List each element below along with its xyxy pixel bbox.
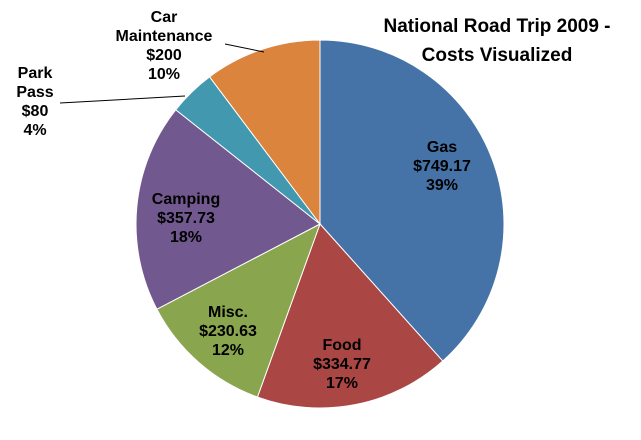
slice-label-1: Food $334.77 17% bbox=[313, 337, 371, 392]
slice-label-0: Gas $749.17 39% bbox=[413, 139, 471, 194]
slice-label-2: Misc. $230.63 12% bbox=[199, 304, 257, 359]
pie-slices bbox=[135, 39, 505, 409]
slice-label-line: 18% bbox=[170, 229, 202, 246]
slice-label-line: 4% bbox=[23, 122, 46, 139]
slice-label-line: $230.63 bbox=[199, 323, 257, 340]
slice-label-line: $357.73 bbox=[157, 210, 215, 227]
leader-line-5 bbox=[224, 43, 265, 53]
slice-label-line: 12% bbox=[212, 342, 244, 359]
slice-label-line: 17% bbox=[326, 375, 358, 392]
slice-label-4: Park Pass $80 4% bbox=[16, 65, 53, 139]
slice-label-line: Pass bbox=[16, 84, 53, 101]
slice-label-line: Misc. bbox=[208, 304, 248, 321]
slice-label-line: $200 bbox=[146, 47, 182, 64]
pie-slice-2 bbox=[156, 222, 321, 398]
slice-label-line: $80 bbox=[22, 103, 49, 120]
slice-label-line: 39% bbox=[426, 177, 458, 194]
pie-slice-0 bbox=[319, 39, 505, 362]
leader-lines bbox=[59, 43, 265, 104]
slice-label-line: $334.77 bbox=[313, 356, 371, 373]
slice-label-line: Gas bbox=[427, 139, 457, 156]
slice-label-line: Camping bbox=[152, 191, 220, 208]
chart-title-line-2: Costs Visualized bbox=[422, 45, 573, 66]
slice-label-line: Car bbox=[151, 9, 178, 26]
leader-line-4 bbox=[59, 95, 186, 104]
slice-label-3: Camping $357.73 18% bbox=[152, 191, 220, 246]
slice-label-line: Maintenance bbox=[116, 28, 213, 45]
pie-slice-5 bbox=[208, 39, 321, 226]
slice-label-line: $749.17 bbox=[413, 158, 471, 175]
slice-labels: Gas $749.17 39% Food $334.77 17% Misc. $230.63 1… bbox=[16, 9, 471, 392]
slice-label-5: Car Maintenance $200 10% bbox=[116, 9, 213, 83]
slice-label-line: Park bbox=[18, 65, 53, 82]
pie-slice-3 bbox=[135, 109, 321, 310]
slice-label-line: Food bbox=[322, 337, 361, 354]
chart-title-line-1: National Road Trip 2009 - bbox=[384, 16, 611, 37]
slice-label-line: 10% bbox=[148, 66, 180, 83]
